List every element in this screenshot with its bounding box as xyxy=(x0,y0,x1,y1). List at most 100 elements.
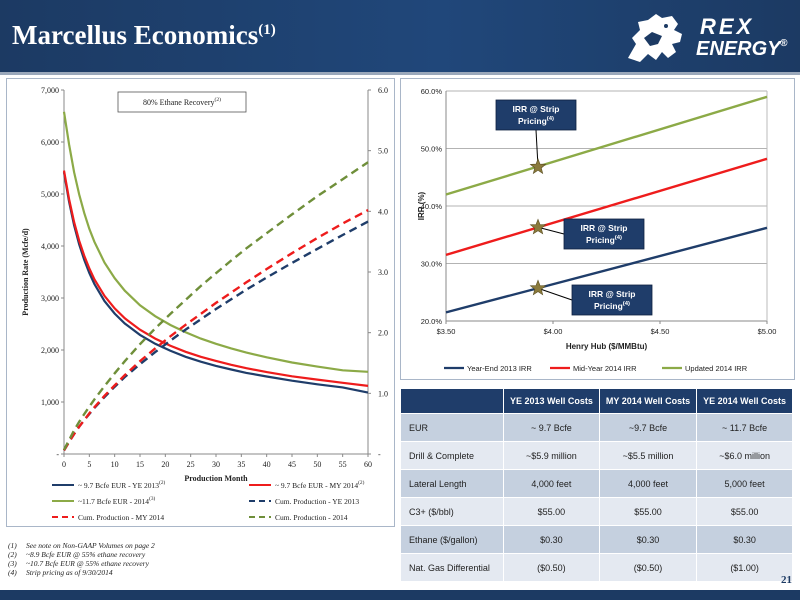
footnote: (3) ~10.7 Bcfe EUR @ 55% ethane recovery xyxy=(8,559,155,568)
page-number: 21 xyxy=(781,574,792,586)
table-cell: Nat. Gas Differential xyxy=(400,553,504,582)
table-cell: $55.00 xyxy=(503,497,600,526)
callout-arrow xyxy=(537,287,573,301)
table-row: Drill & Complete ~$5.9 million ~$5.5 mil… xyxy=(400,441,793,470)
footnote: (2) ~8.9 Bcfe EUR @ 55% ethane recovery xyxy=(8,550,155,559)
table-cell: $0.30 xyxy=(696,525,793,554)
y-axis-title: Production Rate (Mcfe/d) xyxy=(21,228,30,316)
table-cell: ~$5.9 million xyxy=(503,441,600,470)
footnote-text: ~8.9 Bcfe EUR @ 55% ethane recovery xyxy=(26,550,146,559)
table-cell: 4,000 feet xyxy=(598,469,698,498)
series-line xyxy=(62,111,369,373)
callout-box xyxy=(563,218,645,250)
table-cell: EUR xyxy=(400,413,504,442)
legend-label: Cum. Production - 2014 xyxy=(275,513,348,522)
callout-box xyxy=(571,284,653,316)
legend-label: ~11.7 Bcfe EUR - 2014(3) xyxy=(78,495,155,506)
x-tick-label: 45 xyxy=(288,460,296,469)
x-axis-title: Henry Hub ($/MMBtu) xyxy=(566,342,648,351)
y2-tick-label: 5.0 xyxy=(378,147,388,156)
footnote-number: (4) xyxy=(8,568,17,577)
annotation-text: 80% Ethane Recovery(2) xyxy=(143,96,221,107)
y2-tick-label: - xyxy=(378,450,381,459)
table-row: C3+ ($/bbl) $55.00 $55.00 $55.00 xyxy=(400,497,793,526)
table-cell: $55.00 xyxy=(696,497,793,526)
table-cell: $0.30 xyxy=(598,525,698,554)
slide-title-footnote: (1) xyxy=(258,22,276,38)
footnote-number: (2) xyxy=(8,550,17,559)
table-header-cell xyxy=(400,388,504,414)
y-tick-label: 4,000 xyxy=(41,242,59,251)
x-tick-label: 25 xyxy=(187,460,195,469)
table-header-cell: YE 2014 Well Costs xyxy=(696,388,793,414)
series-line xyxy=(445,157,768,257)
logo-rex: REX xyxy=(700,14,755,39)
slide-title-text: Marcellus Economics xyxy=(12,20,259,50)
table-cell: C3+ ($/bbl) xyxy=(400,497,504,526)
legend-label: Cum. Production - YE 2013 xyxy=(275,497,359,506)
table-header-cell: YE 2013 Well Costs xyxy=(503,388,600,414)
callout-label: Pricing(4) xyxy=(518,116,554,126)
series-line xyxy=(445,95,768,196)
table-header-cell: MY 2014 Well Costs xyxy=(598,388,698,414)
y-tick-label: 3,000 xyxy=(41,294,59,303)
callout-label: Pricing(4) xyxy=(586,235,622,245)
rex-energy-logo: REX ENERGY ® xyxy=(618,6,798,68)
callout-box xyxy=(495,99,577,131)
footnote-number: (1) xyxy=(8,541,17,550)
legend-label: Year-End 2013 IRR xyxy=(467,364,532,373)
x-tick-label: $4.00 xyxy=(544,327,563,336)
well-costs-table: YE 2013 Well Costs MY 2014 Well Costs YE… xyxy=(400,388,793,582)
y2-tick-label: 2.0 xyxy=(378,329,388,338)
table-row: Nat. Gas Differential ($0.50) ($0.50) ($… xyxy=(400,553,793,582)
y-tick-label: 5,000 xyxy=(41,190,59,199)
table-header-row: YE 2013 Well Costs MY 2014 Well Costs YE… xyxy=(400,388,793,414)
table-cell: ($0.50) xyxy=(598,553,698,582)
table-cell: ~ 9.7 Bcfe xyxy=(503,413,600,442)
callout-label: IRR @ Strip xyxy=(512,104,559,114)
annotation-box xyxy=(117,91,247,113)
y2-tick-label: 6.0 xyxy=(378,86,388,95)
table-cell: 4,000 feet xyxy=(503,469,600,498)
x-tick-label: 40 xyxy=(263,460,271,469)
series-line xyxy=(62,172,369,394)
x-tick-label: $5.00 xyxy=(758,327,777,336)
y-tick-label: 40.0% xyxy=(421,202,443,211)
table-cell: $0.30 xyxy=(503,525,600,554)
legend-label: Cum. Production - MY 2014 xyxy=(78,513,164,522)
footnotes: (1) See note on Non-GAAP Volumes on page … xyxy=(8,541,155,577)
y-tick-label: 30.0% xyxy=(421,260,443,269)
table-cell: Drill & Complete xyxy=(400,441,504,470)
series-line xyxy=(62,209,369,452)
x-tick-label: 60 xyxy=(364,460,372,469)
header-divider xyxy=(0,72,800,75)
footnote: (1) See note on Non-GAAP Volumes on page … xyxy=(8,541,155,550)
y-tick-label: 50.0% xyxy=(421,145,443,154)
callout-arrow xyxy=(537,226,565,235)
y-tick-label: 20.0% xyxy=(421,317,443,326)
y-tick-label: 60.0% xyxy=(421,87,443,96)
logo-energy: ENERGY xyxy=(696,38,781,60)
table-cell: Ethane ($/gallon) xyxy=(400,525,504,554)
x-tick-label: 0 xyxy=(62,460,66,469)
slide-title: Marcellus Economics(1) xyxy=(12,20,276,51)
x-tick-label: 50 xyxy=(313,460,321,469)
star-marker xyxy=(529,218,547,235)
series-line xyxy=(445,226,768,314)
callout-label: IRR @ Strip xyxy=(588,289,635,299)
table-row: EUR ~ 9.7 Bcfe ~9.7 Bcfe ~ 11.7 Bcfe xyxy=(400,413,793,442)
y-tick-label: 6,000 xyxy=(41,138,59,147)
star-marker xyxy=(529,279,547,296)
legend-label: ~ 9.7 Bcfe EUR - YE 2013(2) xyxy=(78,479,165,490)
x-tick-label: 10 xyxy=(111,460,119,469)
table-row: Ethane ($/gallon) $0.30 $0.30 $0.30 xyxy=(400,525,793,554)
y-tick-label: 1,000 xyxy=(41,398,59,407)
callout-label: IRR @ Strip xyxy=(580,223,627,233)
footer-bar xyxy=(0,590,800,600)
series-line xyxy=(62,170,369,387)
logo-registered-mark: ® xyxy=(780,38,788,49)
legend-label: Updated 2014 IRR xyxy=(685,364,748,373)
footnote: (4) Strip pricing as of 9/30/2014 xyxy=(8,568,155,577)
dinosaur-logo-icon xyxy=(628,14,682,62)
star-marker xyxy=(529,158,547,175)
